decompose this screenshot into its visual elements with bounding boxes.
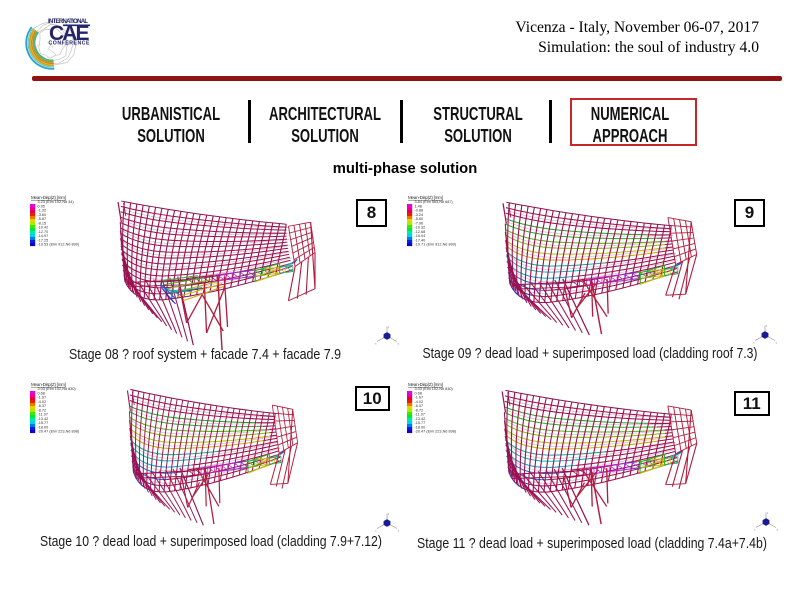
svg-text:-4.02: -4.02 xyxy=(38,400,47,404)
svg-text:-12.68: -12.68 xyxy=(415,230,426,234)
svg-text:-0.88: -0.88 xyxy=(415,209,424,213)
svg-text:-8.15: -8.15 xyxy=(38,221,47,225)
svg-text:INTERNATIONAL: INTERNATIONAL xyxy=(48,19,88,25)
svg-text:-19.53 (Elm 912,Nd 890): -19.53 (Elm 912,Nd 890) xyxy=(38,243,80,247)
svg-text:z: z xyxy=(766,324,768,328)
svg-text:y: y xyxy=(398,529,400,533)
svg-text:-15.77: -15.77 xyxy=(38,421,49,425)
svg-text:-1.67: -1.67 xyxy=(38,396,47,400)
svg-text:-11.07: -11.07 xyxy=(415,413,425,417)
svg-text:y: y xyxy=(398,342,400,346)
svg-text:-8.72: -8.72 xyxy=(38,408,47,412)
svg-text:x: x xyxy=(754,528,756,532)
svg-text:z: z xyxy=(388,512,390,516)
svg-text:-3.60: -3.60 xyxy=(38,213,47,217)
svg-text:x: x xyxy=(753,341,755,345)
svg-text:-7.96: -7.96 xyxy=(415,221,424,225)
svg-text:-20.47 (Elm 223,Nd 898): -20.47 (Elm 223,Nd 898) xyxy=(38,430,80,434)
svg-text:-1.67: -1.67 xyxy=(415,396,424,400)
svg-text:-13.42: -13.42 xyxy=(415,417,426,421)
svg-text:1.48: 1.48 xyxy=(415,204,422,208)
svg-text:-18.00: -18.00 xyxy=(38,425,49,429)
svg-text:0.95: 0.95 xyxy=(38,204,45,208)
svg-text:0.68: 0.68 xyxy=(415,391,422,395)
svg-text:-15.04: -15.04 xyxy=(415,234,426,238)
svg-text:CONFERENCE: CONFERENCE xyxy=(49,41,91,47)
svg-text:0.68: 0.68 xyxy=(38,391,45,395)
svg-text:-17.40: -17.40 xyxy=(415,238,426,242)
svg-text:-3.24: -3.24 xyxy=(415,213,424,217)
svg-text:-18.00: -18.00 xyxy=(415,425,426,429)
svg-text:-11.07: -11.07 xyxy=(38,413,48,417)
svg-text:z: z xyxy=(767,511,769,515)
svg-text:3.23 (Elm 102,Nd 34): 3.23 (Elm 102,Nd 34) xyxy=(38,200,75,204)
svg-text:-6.37: -6.37 xyxy=(38,404,47,408)
svg-text:y: y xyxy=(777,528,779,532)
svg-text:-10.32: -10.32 xyxy=(415,226,426,230)
svg-text:3.84 (Elm 563,Nd 687): 3.84 (Elm 563,Nd 687) xyxy=(415,200,454,204)
svg-text:-17.25: -17.25 xyxy=(38,238,49,242)
svg-text:y: y xyxy=(776,341,778,345)
svg-text:Mean-Disp(Z) [mm]: Mean-Disp(Z) [mm] xyxy=(31,382,66,387)
svg-text:-1.32: -1.32 xyxy=(38,209,47,213)
svg-text:-13.42: -13.42 xyxy=(38,417,49,421)
svg-text:-6.37: -6.37 xyxy=(415,404,424,408)
svg-text:-10.42: -10.42 xyxy=(38,226,49,230)
svg-text:-12.70: -12.70 xyxy=(38,230,49,234)
svg-text:-15.77: -15.77 xyxy=(415,421,426,425)
svg-text:Mean-Disp(Z) [mm]: Mean-Disp(Z) [mm] xyxy=(408,382,443,387)
svg-text:Mean-Disp(Z) [mm]: Mean-Disp(Z) [mm] xyxy=(31,195,66,200)
svg-text:3.03 (Elm 102,Nd 830): 3.03 (Elm 102,Nd 830) xyxy=(38,387,77,391)
svg-text:3.03 (Elm 102,Nd 830): 3.03 (Elm 102,Nd 830) xyxy=(415,387,454,391)
svg-text:Mean-Disp(Z) [mm]: Mean-Disp(Z) [mm] xyxy=(408,195,443,200)
svg-text:-14.97: -14.97 xyxy=(38,234,49,238)
svg-text:CAE: CAE xyxy=(49,22,89,45)
svg-text:-20.47 (Elm 223,Nd 898): -20.47 (Elm 223,Nd 898) xyxy=(415,430,457,434)
svg-text:z: z xyxy=(388,325,390,329)
svg-text:x: x xyxy=(375,342,377,346)
svg-text:-4.02: -4.02 xyxy=(415,400,424,404)
svg-text:-5.60: -5.60 xyxy=(415,217,424,221)
svg-text:-5.87: -5.87 xyxy=(38,217,47,221)
svg-text:x: x xyxy=(375,529,377,533)
svg-text:-8.72: -8.72 xyxy=(415,408,424,412)
svg-text:-19.71 (Elm 912,Nd 890): -19.71 (Elm 912,Nd 890) xyxy=(415,243,457,247)
